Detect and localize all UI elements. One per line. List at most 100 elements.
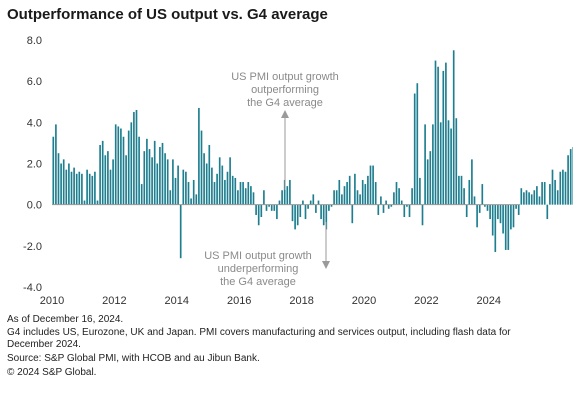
bar (335, 190, 338, 205)
bar (151, 157, 153, 205)
x-tick-label: 2020 (352, 295, 376, 307)
bar (393, 192, 395, 205)
y-axis-ticks: 8.0 6.0 4.0 2.0 0.0 -2.0 -4.0 (23, 35, 42, 294)
y-tick-label: -4.0 (23, 282, 42, 294)
bar (159, 147, 161, 205)
x-tick-label: 2012 (102, 295, 126, 307)
bar (205, 163, 208, 205)
bar (471, 159, 473, 205)
annotations: US PMI output growth outperforming the G… (204, 71, 339, 288)
bar (478, 204, 481, 213)
bar (523, 192, 525, 205)
y-tick-label: 0.0 (27, 200, 42, 212)
bar (81, 173, 83, 205)
bar (491, 204, 494, 236)
bar (408, 204, 411, 218)
x-tick-label: 2010 (40, 295, 64, 307)
annotation-bottom-line1: US PMI output growth (204, 250, 312, 262)
bar (356, 190, 359, 205)
bar (554, 179, 556, 205)
bar (296, 204, 299, 226)
bar (146, 138, 148, 205)
bar (374, 182, 377, 205)
x-tick-label: 2024 (477, 295, 501, 307)
bar (541, 182, 543, 205)
annotation-bottom-line2: underperforming (218, 263, 299, 275)
footer-source: Source: S&P Global PMI, with HCOB and au… (7, 353, 260, 364)
bar (497, 204, 499, 220)
bar (512, 204, 515, 228)
bar (499, 204, 502, 224)
bar (458, 175, 460, 205)
bar (278, 200, 281, 205)
bar (359, 194, 361, 205)
bar (198, 107, 200, 205)
bar (130, 122, 133, 205)
bar (60, 163, 62, 205)
bar (343, 186, 346, 205)
bar (387, 204, 390, 209)
bar (148, 149, 151, 205)
bar (239, 182, 242, 205)
bar (237, 190, 239, 205)
bar (229, 157, 231, 205)
bar (536, 186, 538, 205)
bar (380, 196, 382, 205)
bar (112, 159, 114, 205)
annotation-top-line3: the G4 average (247, 97, 323, 109)
bar (286, 186, 289, 205)
bar (403, 204, 406, 218)
bar (140, 184, 143, 205)
bar (174, 177, 177, 205)
bar (294, 204, 296, 230)
bar (432, 124, 434, 205)
annotation-top-line1: US PMI output growth (231, 71, 339, 83)
bar (273, 204, 276, 211)
bar (434, 60, 437, 205)
bar (556, 190, 559, 205)
bar (166, 159, 169, 205)
y-tick-label: -2.0 (23, 241, 42, 253)
bar (515, 204, 517, 209)
chart-title: Outperformance of US output vs. G4 avera… (7, 6, 328, 23)
bar (203, 153, 205, 205)
bar (135, 109, 138, 205)
bar (489, 204, 491, 220)
bar (463, 188, 465, 205)
bar (354, 173, 356, 205)
bar (564, 171, 567, 205)
bar (263, 190, 265, 205)
bar (424, 124, 426, 205)
bar (549, 184, 551, 205)
bar (348, 175, 351, 205)
bar-series (52, 50, 573, 259)
bar (247, 182, 250, 205)
bar (107, 151, 109, 205)
bar (75, 173, 78, 205)
bar (450, 128, 452, 205)
bar (382, 204, 385, 213)
bar (172, 159, 174, 205)
bar (192, 179, 195, 205)
x-axis-ticks: 2010 2012 2014 2016 2018 2020 2022 2024 (40, 295, 501, 307)
bar (68, 163, 70, 205)
bar (385, 200, 387, 205)
bar (244, 188, 247, 205)
bar (104, 155, 107, 205)
bar (437, 66, 439, 205)
bar (338, 179, 341, 205)
bar (530, 194, 533, 205)
bar (307, 204, 309, 209)
bar (120, 128, 122, 205)
bar (283, 179, 286, 205)
bar (304, 204, 307, 220)
bar (322, 204, 325, 226)
y-tick-label: 6.0 (27, 76, 42, 88)
bar (255, 204, 257, 215)
bar (484, 204, 486, 207)
bar (91, 175, 94, 205)
bar (510, 204, 512, 230)
bar (559, 171, 562, 205)
bar (52, 136, 55, 205)
bar (416, 83, 419, 205)
